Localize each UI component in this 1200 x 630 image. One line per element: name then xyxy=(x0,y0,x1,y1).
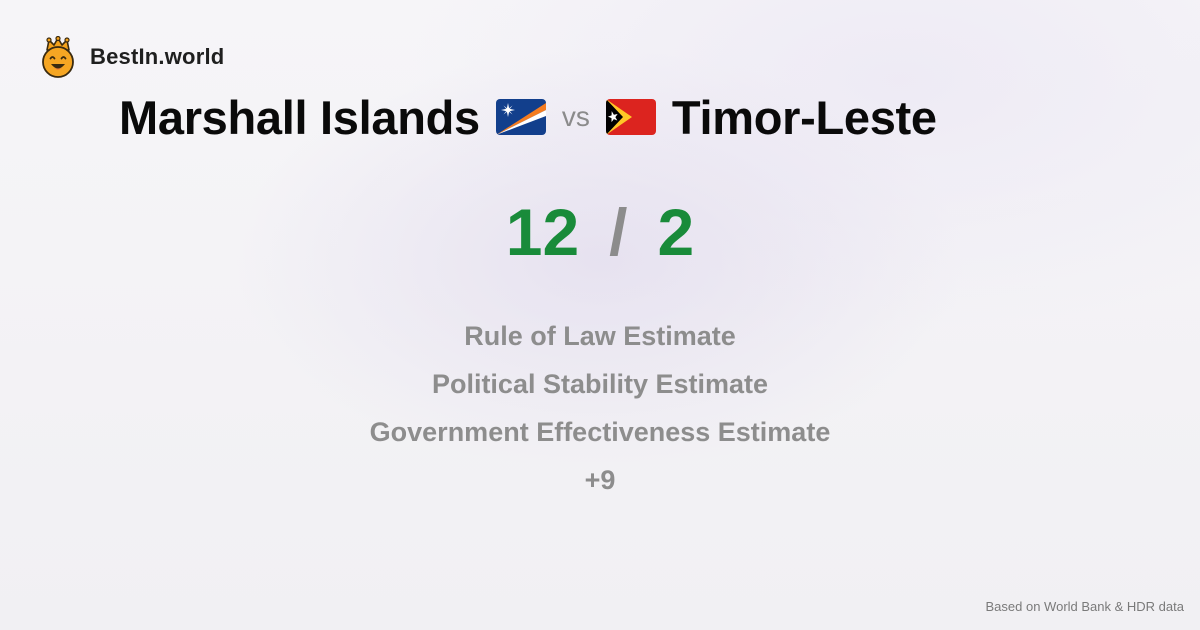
score-b: 2 xyxy=(657,195,695,269)
marshall-islands-flag-icon xyxy=(495,99,546,135)
score-a: 12 xyxy=(505,195,580,269)
crowned-smiley-icon xyxy=(42,36,74,78)
metric-item: Rule of Law Estimate xyxy=(464,321,736,351)
metric-item: Government Effectiveness Estimate xyxy=(369,417,831,447)
metric-item: Political Stability Estimate xyxy=(431,369,769,399)
metric-more-count: +9 xyxy=(584,465,616,495)
metrics-list: Rule of Law Estimate Political Stability… xyxy=(0,312,1200,504)
comparison-title: Marshall Islands vs Timor-Leste xyxy=(119,88,937,146)
score-separator: / xyxy=(609,195,628,269)
brand-name: BestIn.world xyxy=(90,44,225,69)
timor-leste-flag-icon xyxy=(605,99,656,135)
vs-label: vs xyxy=(561,101,590,132)
data-source-note: Based on World Bank & HDR data xyxy=(985,599,1184,614)
brand[interactable]: BestIn.world xyxy=(38,36,224,78)
country-b-name: Timor-Leste xyxy=(671,90,937,144)
score: 12 / 2 xyxy=(0,192,1200,272)
country-a-name: Marshall Islands xyxy=(119,90,480,144)
